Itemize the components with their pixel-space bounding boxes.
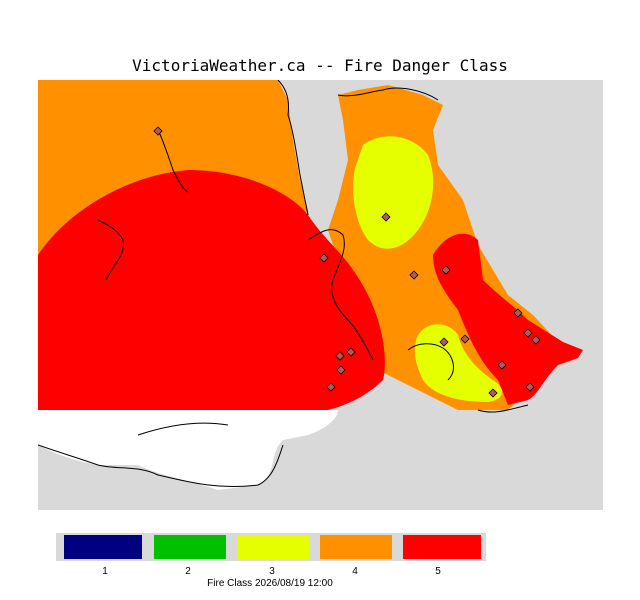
diamond-icon bbox=[326, 382, 336, 392]
diamond-icon bbox=[525, 382, 535, 392]
zone-class-3-north bbox=[353, 136, 434, 249]
diamond-icon bbox=[531, 335, 541, 345]
legend-swatch-4 bbox=[320, 535, 392, 559]
legend-label-5: 5 bbox=[435, 566, 441, 577]
diamond-icon bbox=[381, 212, 391, 222]
diamond-icon bbox=[346, 347, 356, 357]
legend-label-3: 3 bbox=[269, 566, 275, 577]
legend-swatch-2 bbox=[154, 535, 226, 559]
diamond-icon bbox=[409, 270, 419, 280]
zone-class-5-west bbox=[38, 170, 385, 410]
legend-swatch-1 bbox=[64, 535, 142, 559]
zone-class-3-south bbox=[414, 324, 503, 402]
diamond-icon bbox=[153, 126, 163, 136]
diamond-icon bbox=[497, 360, 507, 370]
diamond-icon bbox=[319, 253, 329, 263]
legend-label-1: 1 bbox=[102, 566, 108, 577]
diamond-icon bbox=[335, 351, 345, 361]
diamond-icon bbox=[488, 388, 498, 398]
legend-swatch-5 bbox=[403, 535, 481, 559]
diamond-icon bbox=[336, 365, 346, 375]
diamond-icon bbox=[439, 337, 449, 347]
map-title: VictoriaWeather.ca -- Fire Danger Class bbox=[132, 56, 508, 75]
water-strait bbox=[38, 410, 338, 490]
coastline-layer bbox=[38, 80, 529, 488]
diamond-icon bbox=[523, 328, 533, 338]
diamond-icon bbox=[460, 334, 470, 344]
legend-caption: Fire Class 2026/08/19 12:00 bbox=[207, 578, 333, 589]
zone-class-5-east bbox=[433, 233, 583, 405]
legend-swatch-3 bbox=[237, 535, 309, 559]
fire-danger-map bbox=[38, 80, 603, 510]
diamond-icon bbox=[513, 308, 523, 318]
legend-label-4: 4 bbox=[352, 566, 358, 577]
diamond-icon bbox=[441, 265, 451, 275]
legend-label-2: 2 bbox=[185, 566, 191, 577]
station-markers bbox=[153, 126, 541, 398]
